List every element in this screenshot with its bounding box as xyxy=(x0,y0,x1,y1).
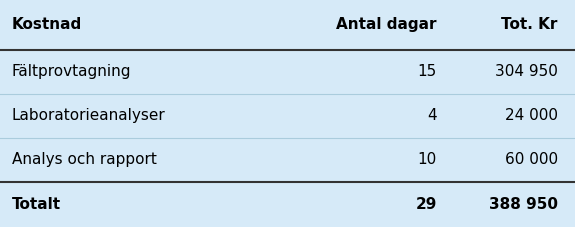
Text: 15: 15 xyxy=(418,64,437,79)
Text: 388 950: 388 950 xyxy=(489,197,558,212)
Text: Laboratorieanalyser: Laboratorieanalyser xyxy=(12,108,165,123)
Text: Totalt: Totalt xyxy=(12,197,60,212)
Text: 4: 4 xyxy=(427,108,437,123)
Text: 60 000: 60 000 xyxy=(505,152,558,167)
Text: Analys och rapport: Analys och rapport xyxy=(12,152,156,167)
Text: Antal dagar: Antal dagar xyxy=(336,17,437,32)
Text: 29: 29 xyxy=(416,197,437,212)
Text: Tot. Kr: Tot. Kr xyxy=(501,17,558,32)
Text: 24 000: 24 000 xyxy=(505,108,558,123)
Text: Fältprovtagning: Fältprovtagning xyxy=(12,64,131,79)
Text: 304 950: 304 950 xyxy=(495,64,558,79)
Text: Kostnad: Kostnad xyxy=(12,17,82,32)
Text: 10: 10 xyxy=(418,152,437,167)
